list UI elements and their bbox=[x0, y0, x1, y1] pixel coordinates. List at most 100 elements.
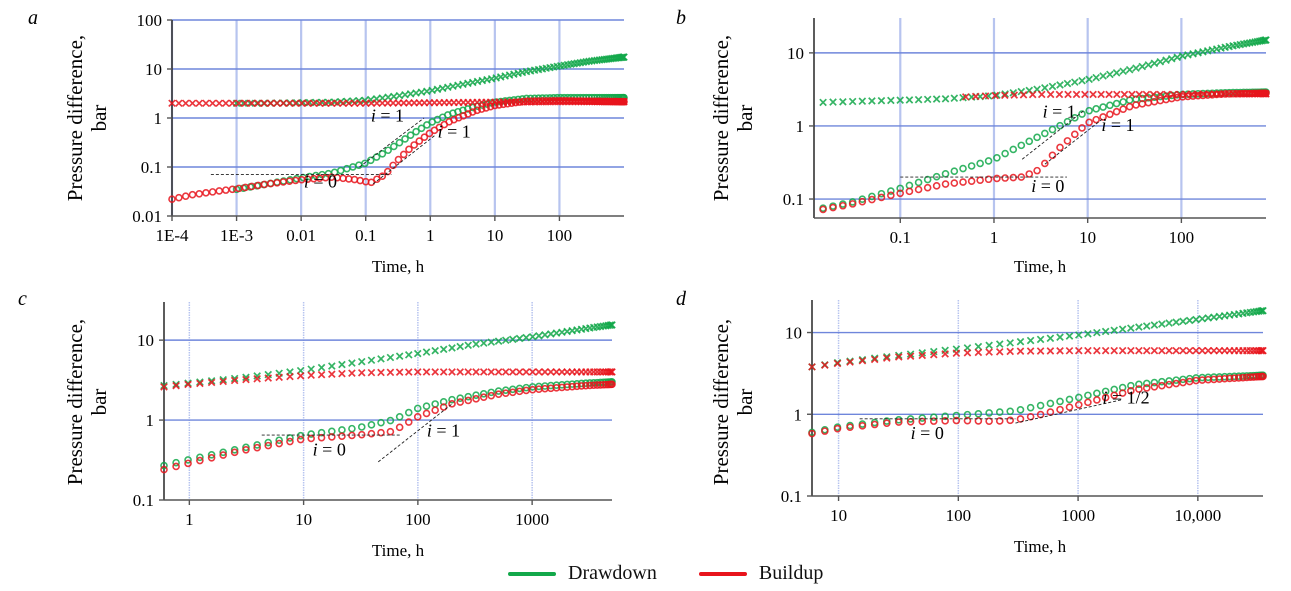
data-point bbox=[208, 99, 217, 108]
data-point bbox=[228, 185, 237, 194]
data-point bbox=[914, 178, 923, 187]
x-tick-label: 100 bbox=[547, 226, 573, 245]
data-point bbox=[1026, 347, 1035, 355]
data-point bbox=[596, 368, 605, 376]
data-point bbox=[896, 189, 904, 198]
data-point bbox=[207, 453, 216, 462]
data-point bbox=[207, 450, 216, 459]
annotation-var: i bbox=[313, 440, 318, 460]
data-point bbox=[1165, 319, 1173, 327]
data-point bbox=[1208, 90, 1217, 99]
y-tick-label: 1 bbox=[154, 109, 163, 128]
data-point bbox=[1074, 346, 1083, 355]
data-point bbox=[477, 105, 486, 113]
data-point bbox=[905, 187, 914, 196]
data-point bbox=[1120, 90, 1129, 99]
data-point bbox=[918, 351, 927, 360]
data-point bbox=[1006, 339, 1015, 347]
data-point bbox=[896, 184, 904, 193]
data-point bbox=[985, 341, 993, 350]
data-point bbox=[932, 95, 941, 103]
data-point bbox=[1142, 379, 1151, 388]
data-point bbox=[541, 368, 549, 376]
data-point bbox=[1217, 90, 1225, 98]
data-point bbox=[367, 421, 376, 429]
data-point bbox=[160, 383, 168, 391]
y-axis-label-line: Pressure difference, bbox=[63, 319, 87, 485]
data-point bbox=[1165, 377, 1173, 385]
data-point bbox=[448, 368, 456, 376]
data-point bbox=[1093, 346, 1101, 355]
data-point bbox=[160, 461, 168, 470]
data-point bbox=[395, 138, 404, 147]
chart-panel-c: 1 10 100 1000 0.1 1 10 c Pressure difference,bar… bbox=[18, 288, 616, 560]
data-point bbox=[1179, 346, 1187, 355]
data-point bbox=[356, 99, 364, 108]
data-point bbox=[1016, 337, 1025, 346]
data-point bbox=[264, 441, 273, 450]
data-point bbox=[1009, 145, 1018, 154]
data-point bbox=[1046, 90, 1055, 99]
data-point bbox=[479, 339, 488, 347]
data-point bbox=[1135, 385, 1143, 393]
data-point bbox=[503, 99, 512, 108]
data-point bbox=[527, 97, 536, 105]
annotation-label: i = 1 bbox=[371, 105, 404, 125]
chart-panel-d: 10 100 1000 10,000 0.1 1 10 d Pressure differenc… bbox=[676, 288, 1267, 556]
legend-label-drawdown: Drawdown bbox=[568, 562, 657, 584]
data-point bbox=[361, 99, 370, 108]
data-point bbox=[1184, 92, 1192, 101]
data-point bbox=[473, 106, 481, 115]
data-point bbox=[401, 135, 409, 143]
data-point bbox=[1225, 374, 1234, 383]
data-point bbox=[401, 90, 409, 99]
data-point bbox=[286, 434, 294, 442]
annotation-var: i bbox=[1031, 176, 1036, 196]
data-point bbox=[266, 99, 275, 108]
data-point bbox=[608, 368, 616, 376]
series-drawdown-derivative bbox=[160, 378, 616, 470]
data-point bbox=[1070, 114, 1079, 122]
data-point bbox=[1135, 323, 1143, 331]
data-point bbox=[1010, 91, 1019, 99]
data-point bbox=[1078, 76, 1086, 85]
data-point bbox=[230, 374, 239, 383]
y-axis-label: Pressure difference,bar bbox=[63, 319, 111, 485]
data-point bbox=[984, 92, 993, 100]
data-point bbox=[829, 203, 837, 212]
data-point bbox=[184, 459, 192, 468]
data-point bbox=[399, 150, 408, 159]
data-point bbox=[172, 381, 180, 390]
data-point bbox=[357, 423, 366, 431]
data-point bbox=[431, 406, 439, 415]
data-point bbox=[918, 414, 927, 422]
data-point bbox=[439, 398, 448, 406]
data-point bbox=[1125, 102, 1134, 111]
annotation-var: i bbox=[1101, 115, 1106, 135]
x-tick-label: 100 bbox=[1169, 228, 1195, 247]
data-point bbox=[422, 402, 431, 410]
data-point bbox=[523, 97, 532, 105]
data-point bbox=[515, 368, 524, 376]
data-point bbox=[568, 382, 576, 391]
data-point bbox=[501, 389, 510, 398]
data-point bbox=[582, 381, 590, 390]
x-axis-label: Time, h bbox=[1014, 537, 1067, 556]
data-point bbox=[464, 341, 473, 350]
data-point bbox=[1074, 331, 1083, 339]
data-point bbox=[991, 91, 1000, 100]
y-axis-label-line: bar bbox=[87, 389, 111, 416]
y-axis-label-line: bar bbox=[733, 105, 757, 132]
data-point bbox=[260, 99, 269, 108]
data-point bbox=[1259, 372, 1267, 381]
data-point bbox=[967, 162, 976, 170]
data-point bbox=[1189, 92, 1197, 100]
data-point bbox=[1065, 346, 1074, 355]
data-point bbox=[404, 418, 413, 426]
data-point bbox=[846, 358, 854, 366]
data-point bbox=[1078, 124, 1086, 132]
y-axis-label-line: Pressure difference, bbox=[709, 35, 733, 201]
data-point bbox=[941, 180, 950, 188]
data-point bbox=[1101, 346, 1110, 355]
data-point bbox=[976, 176, 984, 184]
